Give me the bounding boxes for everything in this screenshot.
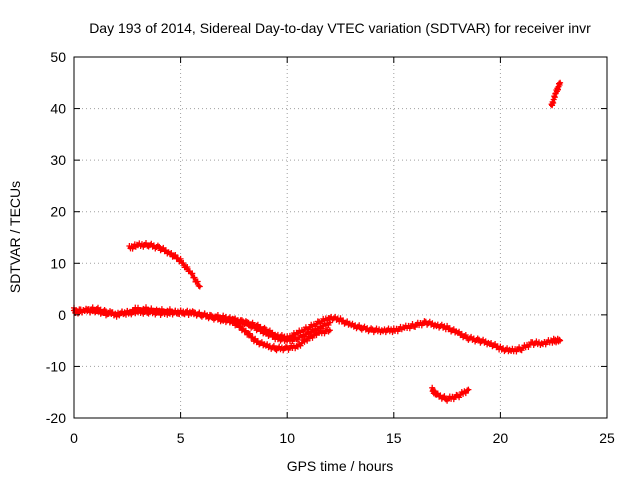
series-point-markers: [126, 240, 203, 290]
series-point-markers: [548, 79, 564, 109]
y-tick-label: -10: [46, 358, 66, 374]
series-high-segment: [126, 240, 203, 290]
x-tick-label: 5: [177, 430, 185, 446]
series-top-right-segment: [548, 79, 564, 109]
x-tick-label: 20: [493, 430, 509, 446]
x-tick-label: 10: [279, 430, 295, 446]
series-point-markers: [429, 384, 472, 404]
plot-frame: [73, 56, 608, 419]
x-tick-label: 15: [386, 430, 402, 446]
x-tick-label: 0: [70, 430, 78, 446]
y-axis-label: SDTVAR / TECUs: [7, 181, 23, 293]
y-tick-label: 20: [50, 204, 66, 220]
y-tick-label: 50: [50, 49, 66, 65]
data-layer: [71, 79, 564, 404]
series-low-segment: [429, 384, 472, 404]
chart-title: Day 193 of 2014, Sidereal Day-to-day VTE…: [89, 20, 591, 36]
axis-ticks: 0 5 10 15 20 25 -20 -10 0 10 20 30 40 50: [46, 49, 615, 446]
y-tick-label: 30: [50, 152, 66, 168]
grid: [74, 57, 607, 418]
series-point-markers: [220, 312, 333, 345]
x-tick-label: 25: [599, 430, 615, 446]
series-third-trace: [220, 312, 333, 345]
x-axis-label: GPS time / hours: [287, 458, 394, 474]
y-tick-label: 10: [50, 255, 66, 271]
y-tick-label: 0: [58, 307, 66, 323]
y-tick-label: -20: [46, 410, 66, 426]
y-tick-label: 40: [50, 101, 66, 117]
